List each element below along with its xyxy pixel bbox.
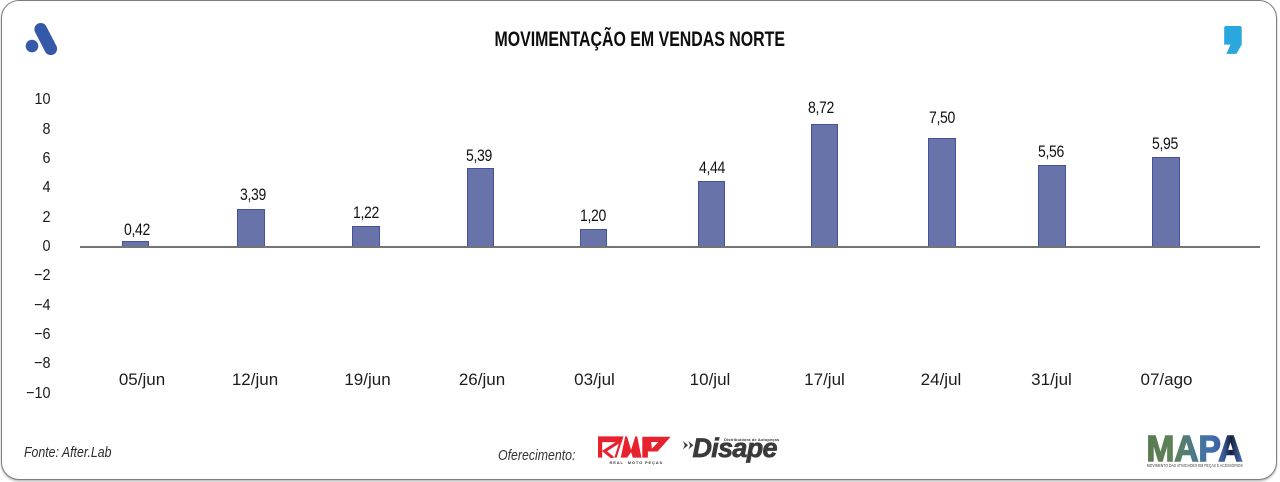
svg-text:MAPA: MAPA <box>1147 430 1243 469</box>
svg-text:MOVIMENTO DAS ATIVIDADES EM PE: MOVIMENTO DAS ATIVIDADES EM PEÇAS E ACES… <box>1147 462 1243 468</box>
